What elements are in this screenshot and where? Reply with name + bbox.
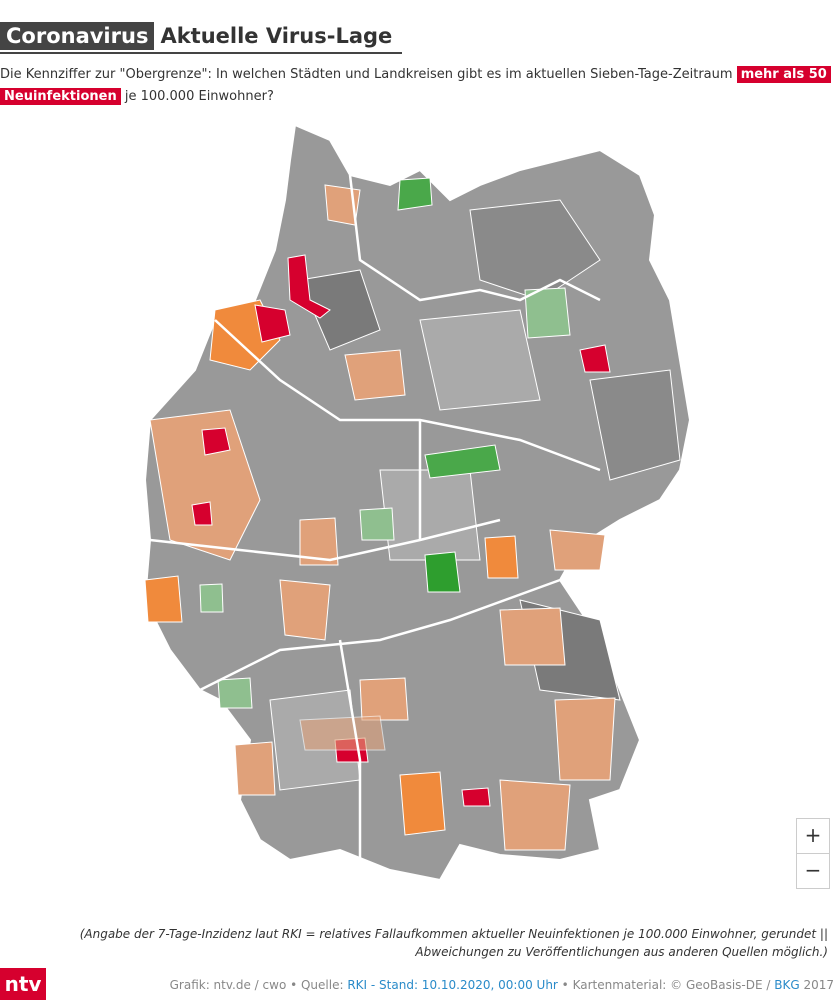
title: Aktuelle Virus-Lage [160, 24, 393, 48]
districts [144, 177, 681, 851]
credit-text: Grafik: ntv.de / cwo • Quelle: [169, 978, 348, 992]
subtitle-text: je 100.000 Einwohner? [120, 89, 274, 104]
subtitle-text: Die Kennziffer zur "Obergrenze": In welc… [0, 67, 737, 82]
subtitle: Die Kennziffer zur "Obergrenze": In welc… [0, 64, 836, 108]
zoom-out[interactable]: − [796, 853, 830, 889]
source-link[interactable]: RKI - Stand: 10.10.2020, 00:00 Uhr [347, 978, 558, 992]
logo[interactable]: ntv [0, 968, 46, 1000]
tag: Coronavirus [0, 22, 155, 50]
credit-text: 2017 [799, 978, 834, 992]
header: Coronavirus Aktuelle Virus-Lage [0, 20, 403, 54]
state-borders [149, 174, 601, 870]
credits: Grafik: ntv.de / cwo • Quelle: RKI - Sta… [170, 978, 834, 992]
footnote: (Angabe der 7-Tage-Inzidenz laut RKI = r… [79, 927, 828, 959]
bkg-link[interactable]: BKG [774, 978, 800, 992]
map[interactable] [0, 110, 836, 910]
credit-text: • Kartenmaterial: © GeoBasis-DE / [557, 978, 775, 992]
zoom-in[interactable]: + [796, 818, 830, 854]
